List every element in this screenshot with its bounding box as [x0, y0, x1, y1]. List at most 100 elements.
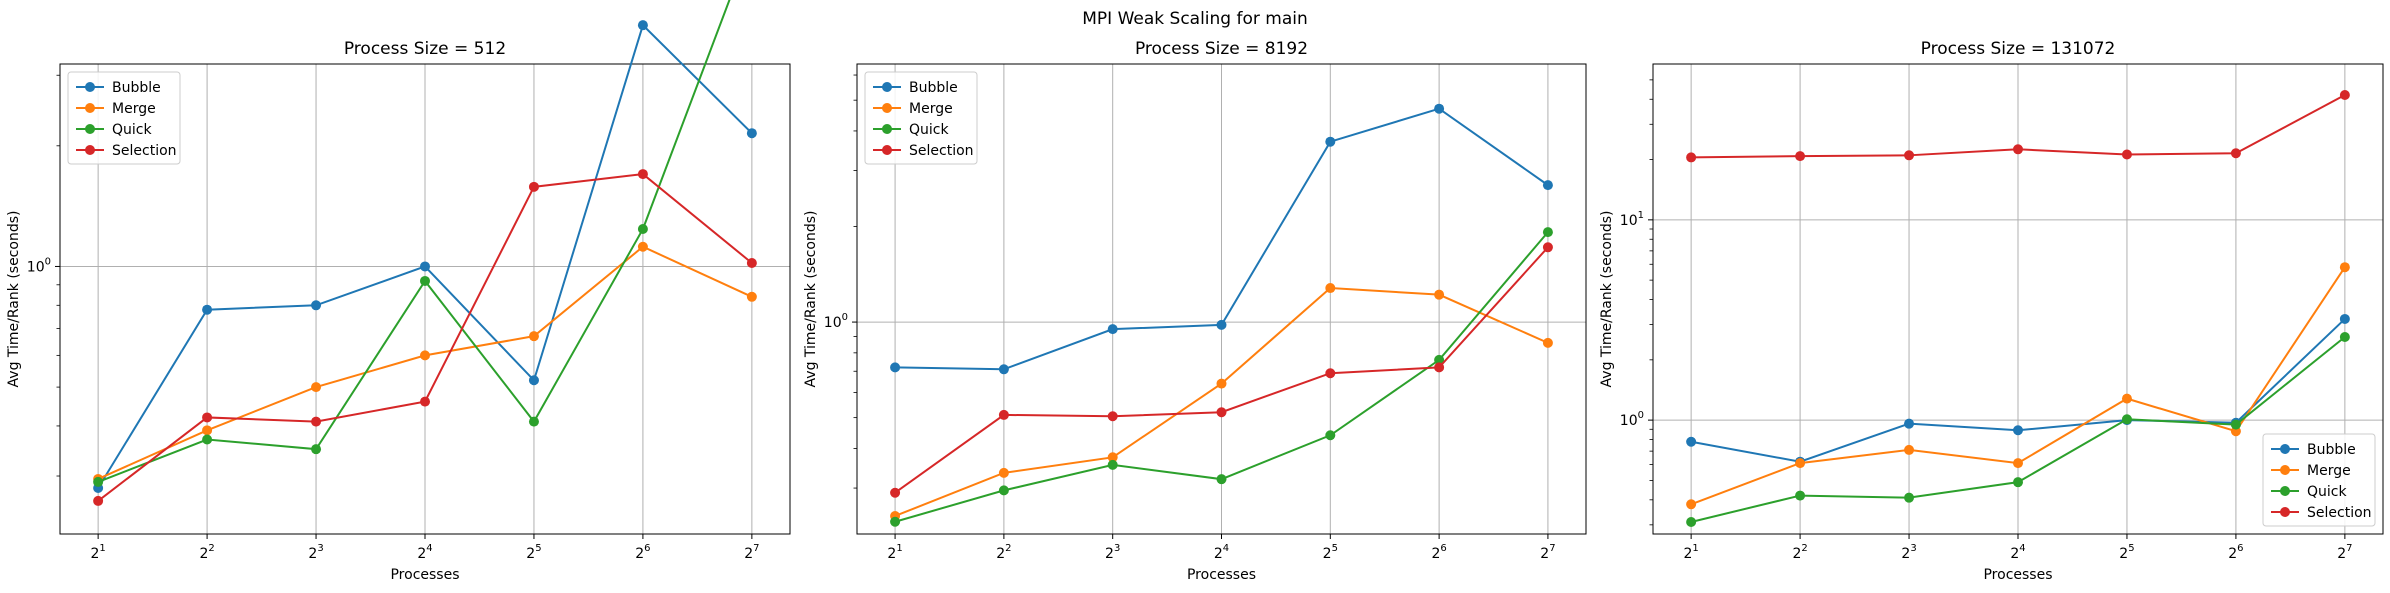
data-point-quick	[2121, 414, 2132, 425]
y-axis-label: Avg Time/Rank (seconds)	[6, 211, 22, 388]
data-point-bubble	[998, 364, 1009, 375]
data-point-quick	[637, 224, 648, 235]
y-tick-label: 100	[824, 312, 848, 331]
data-point-bubble	[528, 375, 539, 386]
legend-box	[67, 71, 181, 165]
x-tick-label: 25	[1323, 543, 1338, 562]
data-point-quick	[311, 444, 322, 455]
x-tick-label: 22	[1792, 543, 1807, 562]
x-axis-label: Processes	[390, 567, 459, 583]
legend-marker-merge	[85, 103, 95, 113]
legend: Bubble Merge Quick Selection	[67, 71, 181, 165]
data-point-merge	[1107, 452, 1118, 463]
x-tick-label: 24	[2010, 543, 2025, 562]
data-point-bubble	[637, 20, 648, 31]
data-point-quick	[1216, 474, 1227, 485]
data-point-selection	[1434, 362, 1445, 373]
data-point-quick	[890, 516, 901, 527]
data-point-selection	[1216, 407, 1227, 418]
data-point-bubble	[1686, 436, 1697, 447]
data-point-selection	[93, 495, 104, 506]
x-axis-label: Processes	[1187, 567, 1256, 583]
x-tick-label: 26	[1431, 543, 1446, 562]
x-tick-label: 23	[1901, 543, 1916, 562]
data-point-merge	[1686, 499, 1697, 510]
data-point-quick	[1325, 430, 1336, 441]
y-axis-label: Avg Time/Rank (seconds)	[1599, 211, 1615, 388]
data-point-quick	[93, 476, 104, 487]
legend-label-bubble: Bubble	[2307, 442, 2356, 458]
y-tick-label: 101	[1620, 210, 1644, 229]
data-point-selection	[1542, 242, 1553, 253]
data-point-selection	[202, 412, 213, 423]
data-point-selection	[420, 396, 430, 407]
x-tick-label: 25	[526, 543, 541, 562]
data-point-quick	[420, 275, 430, 286]
legend-label-quick: Quick	[112, 122, 152, 138]
x-tick-label: 26	[635, 543, 650, 562]
data-point-merge	[2339, 262, 2350, 273]
x-tick-label: 24	[1214, 543, 1229, 562]
data-point-bubble	[202, 304, 213, 315]
data-point-merge	[1216, 378, 1227, 389]
subplot-3: Process Size = 131072 21 22 23 24 25 26 27 100 10…	[1599, 39, 2384, 583]
data-point-merge	[311, 382, 322, 393]
data-point-merge	[1434, 289, 1445, 300]
data-point-quick	[1795, 490, 1806, 501]
x-tick-label: 21	[1683, 543, 1698, 562]
data-point-merge	[528, 331, 539, 342]
data-point-quick	[2339, 332, 2350, 343]
data-point-selection	[1107, 411, 1118, 422]
data-point-merge	[202, 425, 213, 436]
data-point-merge	[2013, 458, 2023, 469]
data-point-merge	[746, 291, 757, 302]
legend-label-selection: Selection	[112, 143, 177, 159]
data-point-bubble	[746, 128, 757, 139]
data-point-quick	[2013, 477, 2023, 488]
data-point-selection	[1325, 368, 1336, 379]
data-point-selection	[998, 409, 1009, 420]
x-tick-label: 27	[744, 543, 759, 562]
y-tick-label: 100	[27, 256, 51, 275]
legend-label-bubble: Bubble	[909, 80, 958, 96]
subplot-1: Process Size = 512 21 22 23 24 25 26 27 100 Proce…	[6, 0, 791, 583]
legend-label-merge: Merge	[909, 101, 953, 117]
subplot-title: Process Size = 512	[344, 39, 506, 59]
data-point-bubble	[1325, 136, 1336, 147]
data-point-selection	[1904, 150, 1915, 161]
legend-label-quick: Quick	[909, 122, 949, 138]
legend-marker-merge	[2280, 465, 2290, 475]
data-point-selection	[2121, 149, 2132, 160]
x-tick-label: 21	[887, 543, 902, 562]
legend-marker-quick	[2280, 486, 2290, 496]
data-point-bubble	[1904, 418, 1915, 429]
legend-marker-bubble	[882, 82, 892, 92]
data-point-merge	[1325, 283, 1336, 294]
data-point-bubble	[1542, 180, 1553, 191]
data-point-quick	[1107, 459, 1118, 470]
legend: Bubble Merge Quick Selection	[2262, 433, 2376, 527]
data-point-merge	[1542, 337, 1553, 348]
x-tick-label: 27	[2337, 543, 2352, 562]
legend: Bubble Merge Quick Selection	[864, 71, 978, 165]
x-tick-label: 22	[199, 543, 214, 562]
legend-marker-quick	[85, 124, 95, 134]
data-point-selection	[2230, 148, 2241, 159]
data-point-selection	[746, 258, 757, 269]
legend-marker-quick	[882, 124, 892, 134]
legend-label-selection: Selection	[909, 143, 974, 159]
figure-suptitle: MPI Weak Scaling for main	[1082, 9, 1308, 29]
data-point-quick	[1904, 492, 1915, 503]
data-point-quick	[1542, 227, 1553, 238]
legend-label-quick: Quick	[2307, 484, 2347, 500]
data-point-selection	[1686, 152, 1697, 163]
legend-box	[864, 71, 978, 165]
x-tick-label: 24	[417, 543, 432, 562]
data-point-bubble	[2013, 425, 2023, 436]
legend-marker-selection	[2280, 507, 2290, 517]
data-point-merge	[420, 350, 430, 361]
data-point-merge	[2121, 393, 2132, 404]
y-axis-label: Avg Time/Rank (seconds)	[803, 211, 819, 388]
data-point-merge	[637, 241, 648, 252]
